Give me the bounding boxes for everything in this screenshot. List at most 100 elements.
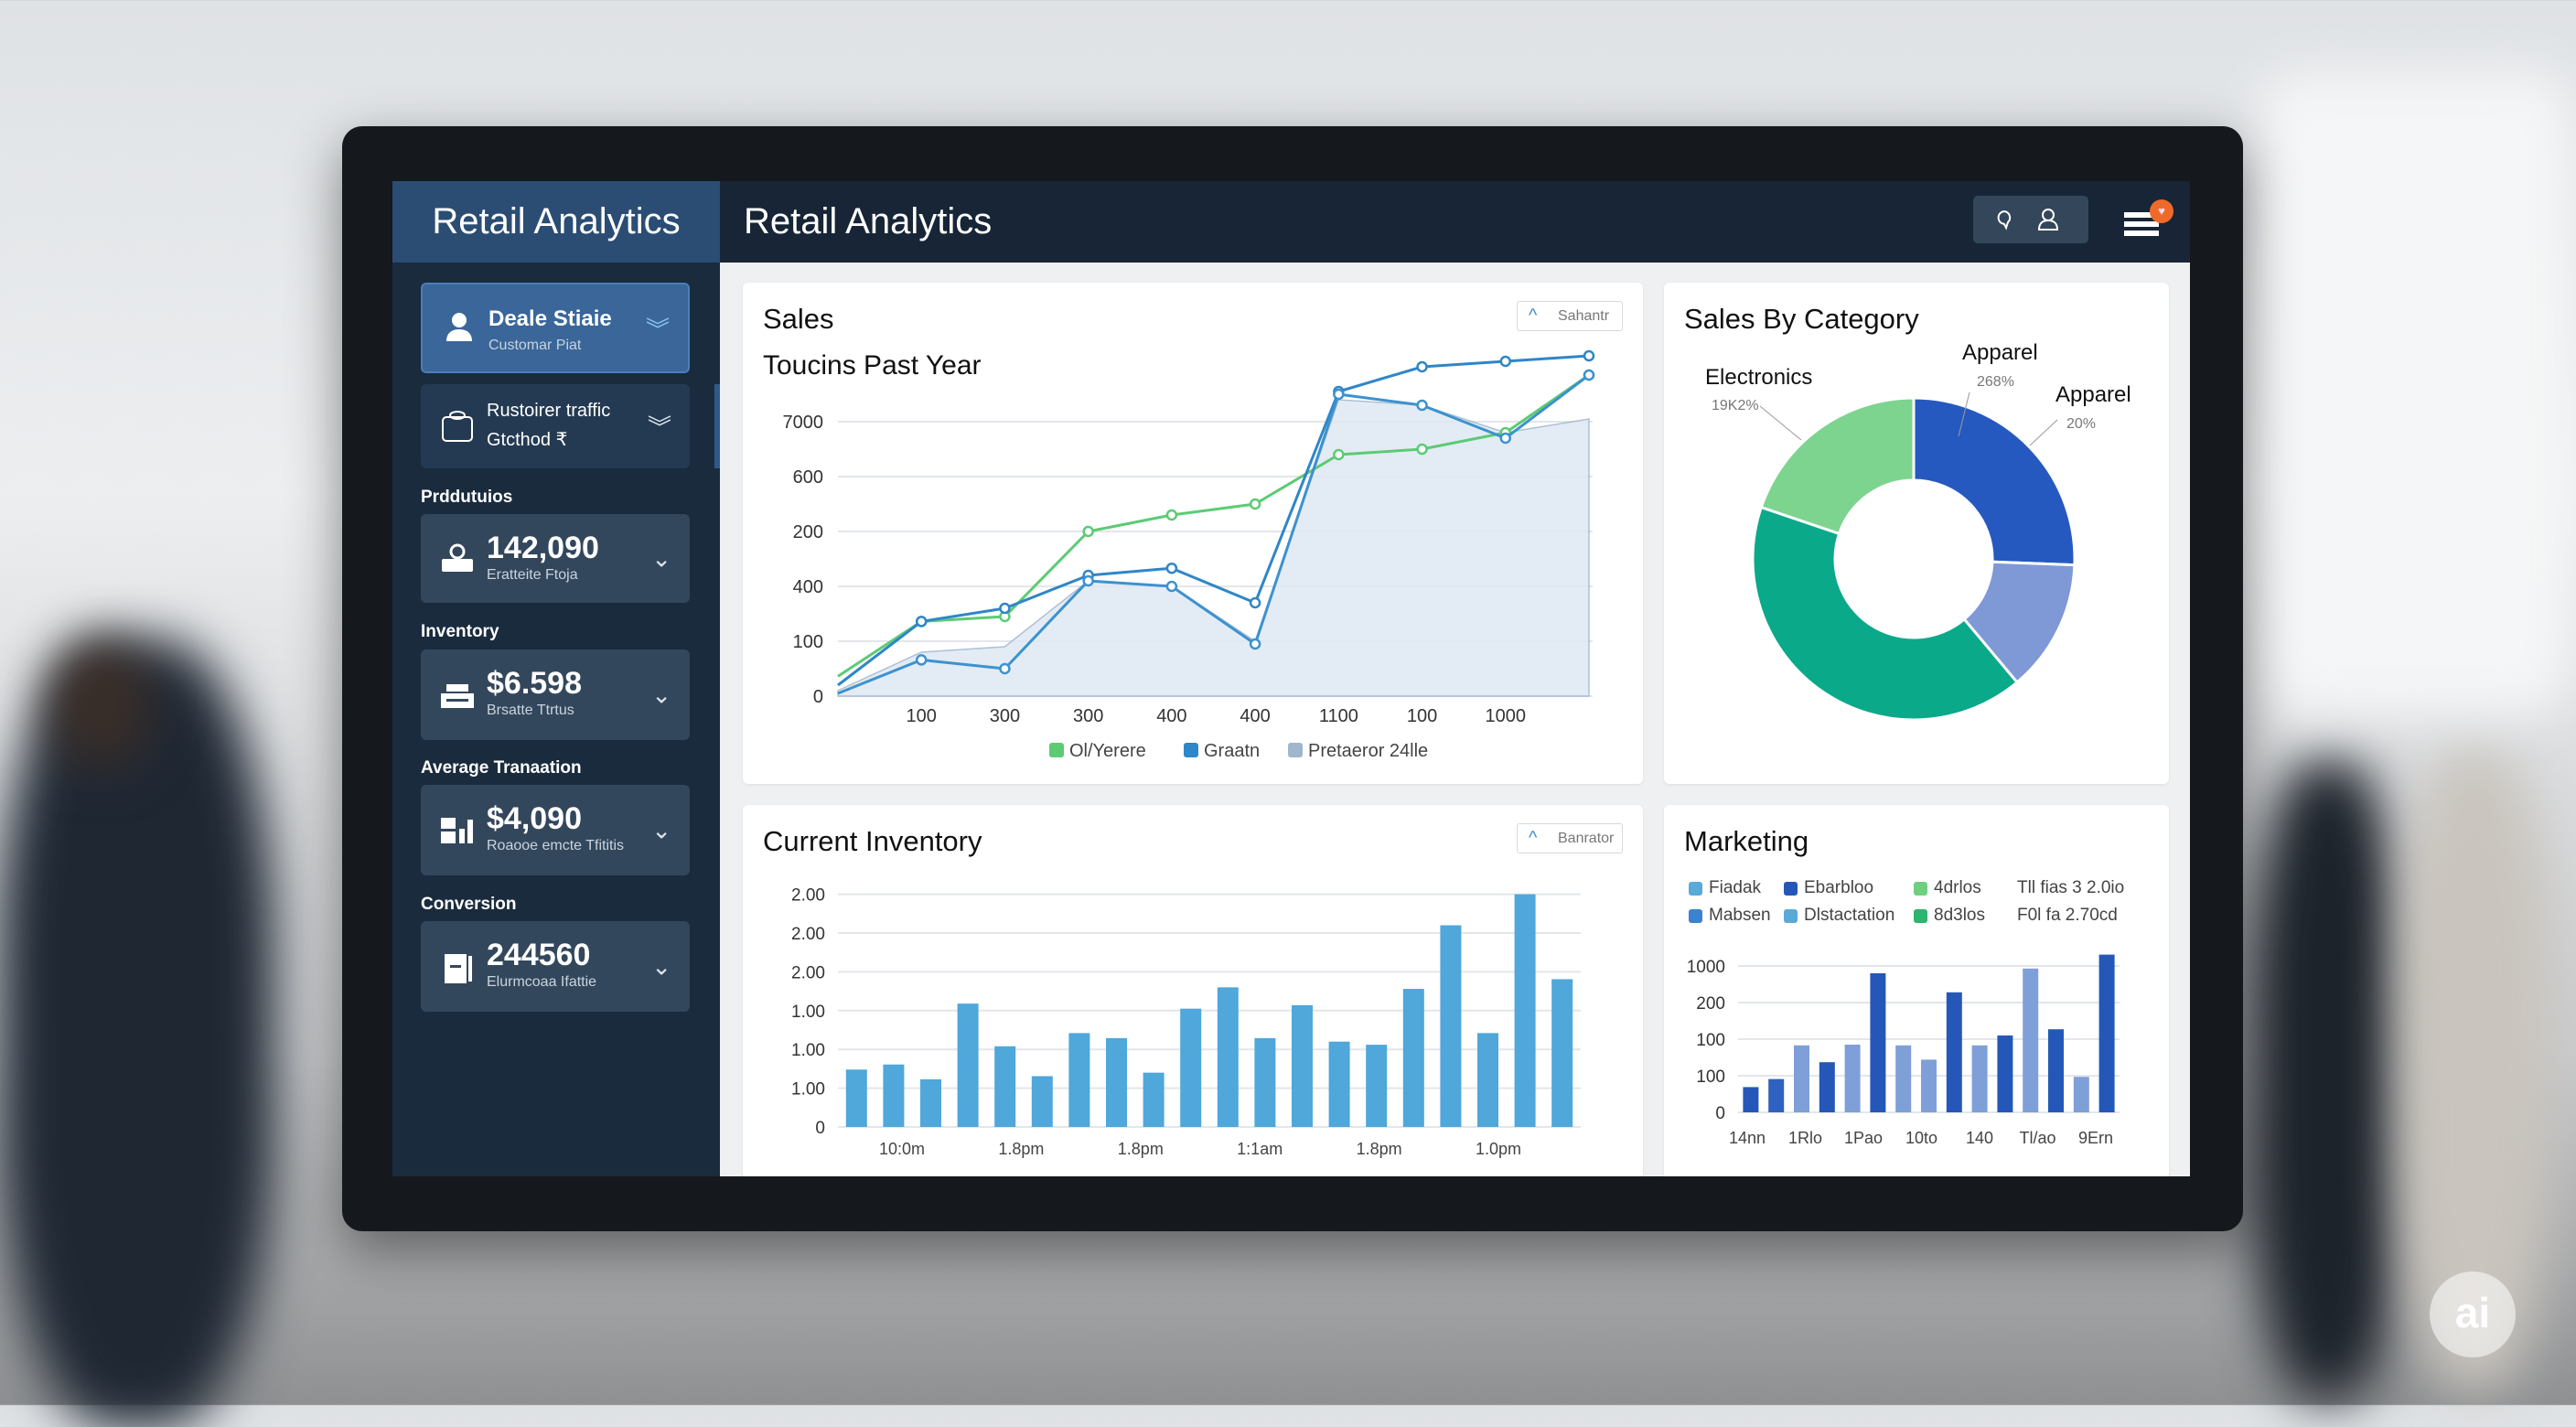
x-tick-label: 1.0pm xyxy=(1476,1140,1521,1158)
watermark-logo: ai xyxy=(2430,1271,2516,1357)
legend-label: 4drlos xyxy=(1934,878,1981,897)
x-tick-label: 9Ern xyxy=(2078,1129,2113,1147)
metric-sub: Brsatte Ttrtus xyxy=(487,703,574,718)
chevron-down-icon[interactable]: ⌄ xyxy=(651,544,671,572)
menu-icon[interactable] xyxy=(2122,207,2163,240)
marketing-card: Marketing Fiadak Ebarbloo 4drlos Tll fias 3… xyxy=(1664,805,2169,1176)
bar xyxy=(2098,954,2115,1112)
bar xyxy=(1946,992,1962,1112)
double-chevron-down-icon[interactable]: ︾ xyxy=(645,316,670,343)
x-tick-label: 400 xyxy=(1156,706,1186,726)
legend-item: Mabsen xyxy=(1689,906,1771,926)
legend-item: F0l fa 2.70cd xyxy=(2017,906,2118,926)
y-tick-label: 2.00 xyxy=(791,963,825,982)
y-tick-label: 1.00 xyxy=(791,1003,825,1022)
bar xyxy=(1743,1087,1759,1112)
sales-line-chart: 0 100 400 200 600 7000 100 300 300 400 400 1100 100 1… xyxy=(783,349,1595,761)
bag-icon xyxy=(442,411,473,442)
bar xyxy=(1997,1035,2013,1112)
inventory-toggle-button[interactable]: ^ Banrator xyxy=(1517,823,1623,853)
legend-label: Fiadak xyxy=(1709,878,1762,897)
sidebar-card-sub: Gtcthod ₹ xyxy=(487,430,568,450)
bar xyxy=(1921,1059,1937,1112)
data-point xyxy=(1165,562,1178,574)
data-point xyxy=(1583,349,1595,362)
y-tick-label: 200 xyxy=(793,522,823,542)
metric-card-products[interactable]: 142,090 Eratteite Ftoja ⌄ xyxy=(421,514,690,603)
legend-swatch xyxy=(1689,908,1702,923)
metric-card-avg-transaction[interactable]: $4,090 Roaooe emcte Tfititis ⌄ xyxy=(421,785,690,875)
slice-percent-label: 268% xyxy=(1977,374,2014,390)
series-area xyxy=(837,399,1590,697)
category-donut-chart: Apparel 268% Apparel 20% Electronics 19K2% xyxy=(1705,340,2131,722)
x-tick-label: 1100 xyxy=(1319,706,1358,726)
metric-card-conversion[interactable]: 244560 Elurmcoaa Ifattie ⌄ xyxy=(421,921,690,1012)
page-title: Retail Analytics xyxy=(744,201,993,241)
metric-sub: Elurmcoaa Ifattie xyxy=(487,974,597,990)
background-person-left xyxy=(0,640,274,1427)
data-point xyxy=(1499,355,1512,368)
legend-item: Fiadak xyxy=(1689,878,1761,898)
chevron-down-icon[interactable]: ⌄ xyxy=(651,952,671,980)
leader-line xyxy=(2029,419,2058,446)
slice-percent-label: 20% xyxy=(2066,416,2096,432)
bar xyxy=(1971,1045,1988,1112)
legend-item: Dlstactation xyxy=(1784,906,1894,926)
slice-percent-label: 19K2% xyxy=(1712,398,1759,413)
card-title: Sales By Category xyxy=(1684,303,1919,335)
legend-swatch xyxy=(1184,743,1198,757)
chevron-down-icon[interactable]: ⌄ xyxy=(651,681,671,708)
bar-chart-icon xyxy=(441,817,473,843)
bar xyxy=(1794,1045,1809,1112)
bar xyxy=(1366,1045,1388,1127)
card-subtitle: Toucins Past Year xyxy=(763,350,982,381)
y-tick-label: 0 xyxy=(813,687,823,707)
double-chevron-down-icon[interactable]: ︾ xyxy=(647,413,671,442)
user-icon[interactable] xyxy=(2035,207,2061,232)
category-card: Sales By Category Apparel 268% Apparel 20% E… xyxy=(1664,283,2169,784)
metric-label: Prddutuios xyxy=(421,488,513,507)
metric-sub: Roaooe emcte Tfititis xyxy=(487,838,624,853)
x-tick-label: 100 xyxy=(1407,706,1437,726)
legend-label: Graatn xyxy=(1204,741,1260,761)
legend-swatch xyxy=(1288,743,1303,757)
printer-icon xyxy=(442,543,473,572)
bar xyxy=(1143,1072,1165,1127)
sidebar-card-sub: Customar Piat xyxy=(488,338,582,353)
bar xyxy=(1844,1045,1861,1112)
metric-card-inventory[interactable]: $6.598 Brsatte Ttrtus ⌄ xyxy=(421,649,690,740)
bar xyxy=(1328,1041,1350,1127)
bar xyxy=(920,1078,941,1127)
x-tick-label: 1:1am xyxy=(1237,1140,1283,1158)
legend-label: Ebarbloo xyxy=(1804,878,1874,897)
data-point xyxy=(1416,360,1428,373)
series-line xyxy=(837,373,1590,695)
bar xyxy=(1402,989,1424,1127)
sales-card: Sales Toucins Past Year ^ Sahantr 0 100 400… xyxy=(743,283,1643,784)
data-point xyxy=(999,662,1011,675)
donut-slice xyxy=(1912,396,2077,567)
sidebar-scrollbar[interactable] xyxy=(714,384,720,468)
background-window xyxy=(2259,73,2571,714)
sidebar-card-traffic[interactable]: Rustoirer traffic Gtcthod ₹ ︾ xyxy=(421,384,690,468)
data-point xyxy=(1165,509,1178,521)
metric-value: $6.598 xyxy=(487,666,582,701)
top-bar: Retail Analytics ♥ xyxy=(720,181,2190,263)
x-tick-label: 1.8pm xyxy=(1118,1140,1164,1158)
background-person-right xyxy=(2250,759,2406,1400)
legend-label: Tll fias 3 2.0io xyxy=(2017,878,2125,897)
sidebar-card-selected[interactable]: Deale Stiaie Customar Piat ︾ xyxy=(421,283,690,373)
bar xyxy=(883,1064,905,1127)
legend-label: 8d3los xyxy=(1934,906,1985,925)
y-tick-label: 0 xyxy=(815,1119,825,1138)
pin-icon[interactable] xyxy=(1993,209,2015,231)
y-tick-label: 100 xyxy=(1696,1031,1725,1050)
donut-slice xyxy=(1759,396,1916,536)
data-point xyxy=(1416,399,1428,412)
data-point xyxy=(1583,369,1595,381)
sidebar-card-title: Rustoirer traffic xyxy=(487,401,611,421)
notification-badge[interactable]: ♥ xyxy=(2150,199,2174,223)
sales-toggle-button[interactable]: ^ Sahantr xyxy=(1517,301,1623,331)
x-tick-label: 140 xyxy=(1966,1129,1993,1147)
chevron-down-icon[interactable]: ⌄ xyxy=(651,816,671,843)
